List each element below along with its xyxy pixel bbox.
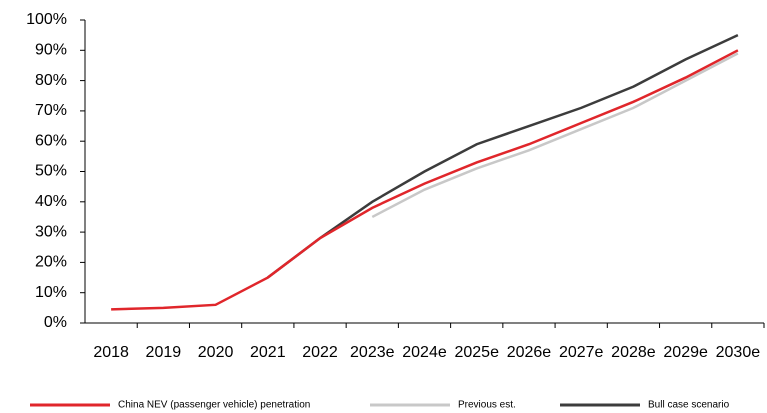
x-tick-label: 2018 bbox=[93, 344, 129, 361]
legend-label: Bull case scenario bbox=[648, 400, 730, 411]
x-tick-label: 2029e bbox=[663, 344, 708, 361]
y-tick-label: 30% bbox=[35, 223, 67, 240]
y-tick-label: 40% bbox=[35, 193, 67, 210]
y-tick-label: 70% bbox=[35, 102, 67, 119]
y-tick-label: 90% bbox=[35, 42, 67, 59]
series-line bbox=[111, 49, 739, 311]
x-tick-label: 2020 bbox=[198, 344, 234, 361]
y-tick-label: 60% bbox=[35, 132, 67, 149]
y-tick-label: 20% bbox=[35, 254, 67, 271]
x-tick-label: 2028e bbox=[611, 344, 656, 361]
y-tick-label: 0% bbox=[44, 314, 67, 331]
x-tick-label: 2023e bbox=[350, 344, 395, 361]
y-tick-label: 100% bbox=[26, 11, 67, 28]
y-tick-label: 50% bbox=[35, 163, 67, 180]
x-tick-label: 2026e bbox=[507, 344, 552, 361]
x-tick-label: 2021 bbox=[250, 344, 286, 361]
legend-label: China NEV (passenger vehicle) penetratio… bbox=[118, 400, 310, 411]
x-tick-label: 2025e bbox=[454, 344, 499, 361]
y-tick-label: 80% bbox=[35, 72, 67, 89]
x-tick-label: 2022 bbox=[302, 344, 338, 361]
series-line bbox=[371, 52, 739, 219]
x-tick-label: 2024e bbox=[402, 344, 447, 361]
x-tick-label: 2027e bbox=[559, 344, 604, 361]
series-line bbox=[267, 34, 739, 279]
y-tick-label: 10% bbox=[35, 284, 67, 301]
legend-label: Previous est. bbox=[458, 400, 516, 411]
x-tick-label: 2019 bbox=[146, 344, 182, 361]
x-tick-label: 2030e bbox=[716, 344, 761, 361]
